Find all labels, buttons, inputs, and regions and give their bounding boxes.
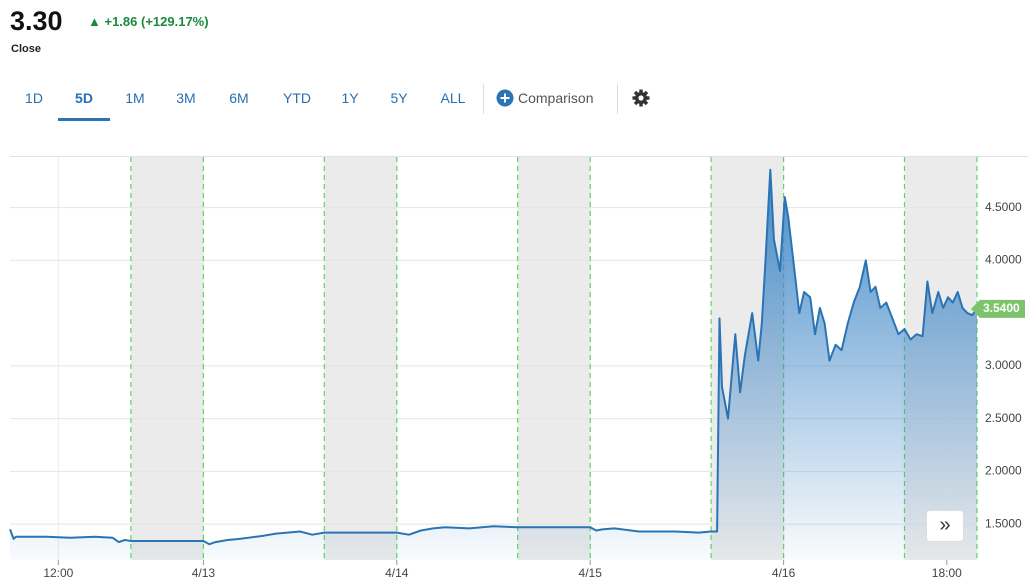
range-tab[interactable]: 1Y bbox=[341, 90, 359, 106]
y-tick-label: 2.5000 bbox=[985, 411, 1022, 425]
quote-change: ▲ +1.86 (+129.17%) bbox=[88, 14, 209, 29]
y-tick-label: 3.0000 bbox=[985, 358, 1022, 372]
after-hours-band bbox=[517, 157, 591, 560]
quote-status: Close bbox=[11, 43, 41, 55]
range-tab[interactable]: 1M bbox=[125, 90, 145, 106]
range-tab[interactable]: YTD bbox=[283, 90, 311, 106]
range-tab[interactable]: 6M bbox=[229, 90, 249, 106]
range-tab[interactable]: 5Y bbox=[390, 90, 408, 106]
range-tab[interactable]: 3M bbox=[176, 90, 196, 106]
after-hours-band bbox=[130, 157, 204, 560]
range-tab[interactable]: 5D bbox=[75, 90, 93, 106]
change-text: +1.86 (+129.17%) bbox=[104, 14, 209, 29]
x-tick-label: 4/16 bbox=[772, 566, 796, 580]
scroll-right-button[interactable]: » bbox=[926, 510, 964, 542]
last-price-tag bbox=[971, 299, 1025, 318]
y-tick-label: 2.0000 bbox=[985, 464, 1022, 478]
comparison-icon[interactable] bbox=[496, 89, 514, 107]
x-tick-label: 12:00 bbox=[43, 566, 73, 580]
y-tick-label: 4.0000 bbox=[985, 253, 1022, 267]
y-tick-label: 4.5000 bbox=[985, 200, 1022, 214]
quote-price: 3.30 bbox=[10, 6, 63, 36]
y-tick-label: 1.5000 bbox=[985, 516, 1022, 530]
x-tick-label: 4/14 bbox=[385, 566, 409, 580]
price-area bbox=[10, 169, 977, 560]
range-tab[interactable]: ALL bbox=[440, 90, 466, 106]
x-tick-label: 4/13 bbox=[192, 566, 216, 580]
x-tick-label: 18:00 bbox=[932, 566, 962, 580]
up-arrow: ▲ bbox=[88, 14, 105, 29]
after-hours-band bbox=[324, 157, 397, 560]
price-line bbox=[9, 168, 978, 546]
range-tab[interactable]: 1D bbox=[25, 90, 43, 106]
comparison-button[interactable]: Comparison bbox=[518, 90, 594, 106]
separator bbox=[617, 84, 618, 114]
settings-icon[interactable] bbox=[631, 88, 651, 108]
last-price-label: 3.5400 bbox=[983, 301, 1020, 315]
separator bbox=[483, 84, 484, 114]
x-tick-label: 4/15 bbox=[579, 566, 603, 580]
tab-underline bbox=[58, 118, 110, 121]
